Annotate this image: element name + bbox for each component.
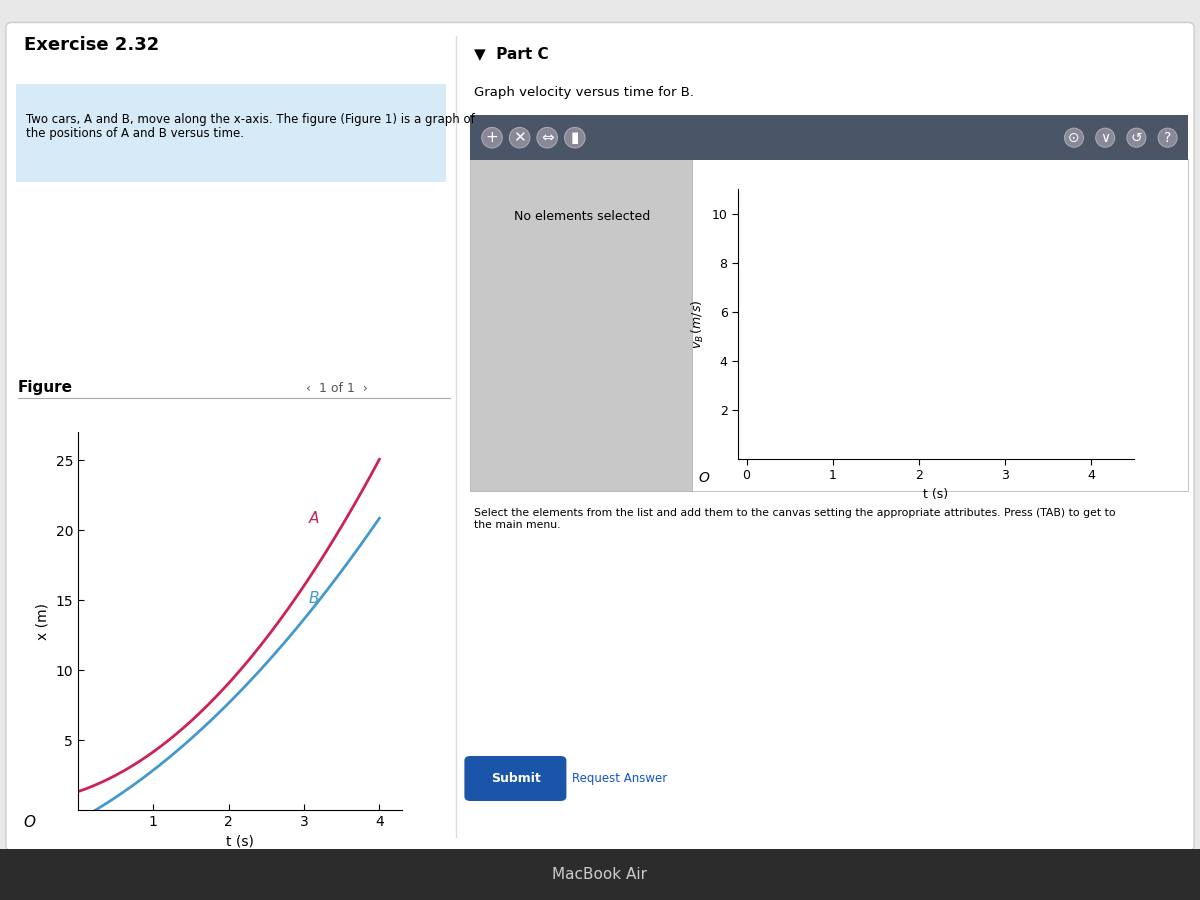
Text: $O$: $O$ — [698, 471, 710, 485]
Text: ∨: ∨ — [1100, 130, 1110, 145]
FancyBboxPatch shape — [16, 84, 446, 182]
Text: No elements selected: No elements selected — [514, 210, 650, 222]
Y-axis label: x (m): x (m) — [36, 602, 50, 640]
Text: ⇔: ⇔ — [541, 130, 553, 145]
Text: +: + — [486, 130, 498, 145]
Text: ↺: ↺ — [1130, 130, 1142, 145]
Text: Select the elements from the list and add them to the canvas setting the appropr: Select the elements from the list and ad… — [474, 508, 1116, 530]
Text: Two cars, A and B, move along the x-axis. The figure (Figure 1) is a graph of
th: Two cars, A and B, move along the x-axis… — [26, 112, 475, 140]
Y-axis label: $v_B\,(m/s)$: $v_B\,(m/s)$ — [690, 300, 706, 348]
Text: $A$: $A$ — [308, 510, 320, 526]
Text: Submit: Submit — [491, 772, 541, 785]
Text: Request Answer: Request Answer — [572, 772, 667, 785]
FancyBboxPatch shape — [0, 849, 1200, 900]
Text: ⊙: ⊙ — [1068, 130, 1080, 145]
Text: $O$: $O$ — [23, 814, 36, 830]
Text: ▼  Part C: ▼ Part C — [474, 47, 548, 61]
Text: $B$: $B$ — [308, 590, 319, 606]
FancyBboxPatch shape — [470, 159, 692, 490]
X-axis label: t (s): t (s) — [924, 488, 948, 501]
FancyBboxPatch shape — [6, 22, 1194, 850]
FancyBboxPatch shape — [470, 115, 1188, 160]
Text: ‹  1 of 1  ›: ‹ 1 of 1 › — [306, 382, 368, 394]
Text: ▮: ▮ — [571, 130, 578, 145]
FancyBboxPatch shape — [464, 756, 566, 801]
Text: Graph velocity versus time for B.: Graph velocity versus time for B. — [474, 86, 694, 99]
FancyBboxPatch shape — [692, 159, 1188, 490]
Text: ✕: ✕ — [514, 130, 526, 145]
Text: ?: ? — [1164, 130, 1171, 145]
Text: Figure: Figure — [18, 380, 73, 394]
Text: Exercise 2.32: Exercise 2.32 — [24, 35, 160, 53]
X-axis label: t (s): t (s) — [226, 834, 254, 849]
Text: MacBook Air: MacBook Air — [552, 868, 648, 882]
